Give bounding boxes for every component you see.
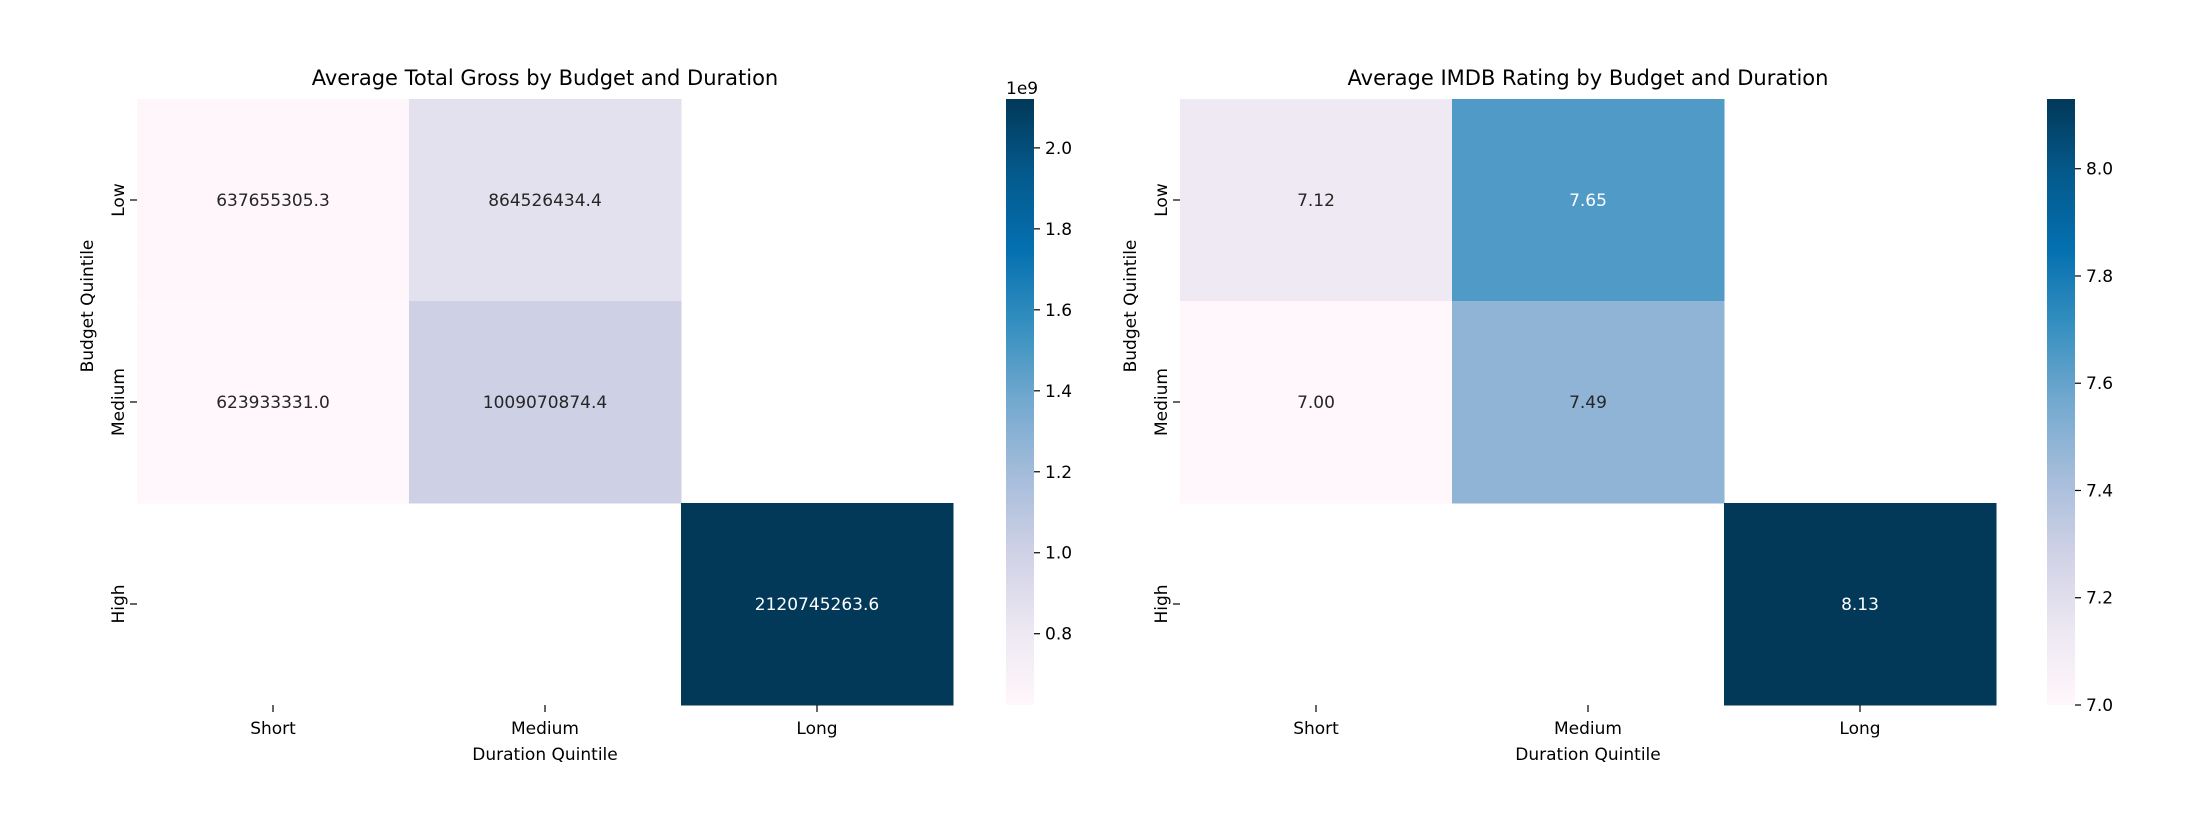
cell-value-label: 7.00 bbox=[1297, 393, 1335, 413]
x-tick-label: Long bbox=[796, 719, 837, 739]
heatmap-cell bbox=[409, 301, 682, 504]
cell-value-label: 7.65 bbox=[1569, 191, 1607, 211]
colorbar-tick-label: 7.4 bbox=[2086, 481, 2113, 501]
colorbar-tick-label: 2.0 bbox=[1045, 139, 1072, 159]
colorbar-tick-label: 1.4 bbox=[1045, 382, 1072, 402]
x-tick-label: Short bbox=[1293, 719, 1339, 739]
cell-value-label: 864526434.4 bbox=[488, 191, 602, 211]
cell-value-label: 637655305.3 bbox=[216, 191, 330, 211]
heatmap-cell bbox=[1724, 503, 1997, 706]
gross-heatmap-panel: 637655305.3 864526434.4 623933331.0 1009070… bbox=[78, 66, 1072, 765]
colorbar-tick-label: 0.8 bbox=[1045, 625, 1072, 645]
colorbar-tick-label: 8.0 bbox=[2086, 160, 2113, 180]
colorbar-offset-label: 1e9 bbox=[1006, 79, 1038, 99]
heatmap-cell bbox=[1452, 301, 1725, 504]
cell-value-label: 7.12 bbox=[1297, 191, 1335, 211]
colorbar-tick-label: 7.8 bbox=[2086, 267, 2113, 287]
x-tick-label: Long bbox=[1839, 719, 1880, 739]
heatmap-cell bbox=[1452, 99, 1725, 302]
y-tick-label: High bbox=[1152, 584, 1172, 623]
x-tick-label: Medium bbox=[511, 719, 579, 739]
heatmap-cell bbox=[137, 301, 410, 504]
cell-value-label: 1009070874.4 bbox=[483, 393, 607, 413]
heatmap-cell bbox=[137, 99, 410, 302]
colorbar-tick-label: 7.0 bbox=[2086, 696, 2113, 716]
colorbar-tick-label: 7.6 bbox=[2086, 374, 2113, 394]
chart-title: Average IMDB Rating by Budget and Durati… bbox=[1348, 66, 1829, 90]
chart-title: Average Total Gross by Budget and Durati… bbox=[312, 66, 779, 90]
y-tick-label: High bbox=[109, 584, 129, 623]
colorbar-tick-label: 1.2 bbox=[1045, 463, 1072, 483]
x-tick-label: Short bbox=[250, 719, 296, 739]
cell-value-label: 623933331.0 bbox=[216, 393, 330, 413]
cell-value-label: 7.49 bbox=[1569, 393, 1607, 413]
x-tick-label: Medium bbox=[1554, 719, 1622, 739]
y-tick-label: Medium bbox=[109, 368, 129, 436]
colorbar-tick-label: 7.2 bbox=[2086, 589, 2113, 609]
y-axis-label: Budget Quintile bbox=[1121, 240, 1141, 373]
colorbar bbox=[1006, 99, 1034, 705]
y-tick-label: Low bbox=[1152, 183, 1172, 217]
x-axis-label: Duration Quintile bbox=[1515, 745, 1660, 765]
colorbar bbox=[2047, 99, 2075, 705]
rating-heatmap-panel: 7.12 7.65 7.00 7.49 8.13 Average IMDB Rating … bbox=[1121, 66, 2113, 765]
y-tick-label: Medium bbox=[1152, 368, 1172, 436]
heatmap-cell bbox=[1180, 99, 1453, 302]
colorbar-tick-label: 1.8 bbox=[1045, 220, 1072, 240]
y-tick-label: Low bbox=[109, 183, 129, 217]
heatmap-cell bbox=[681, 503, 954, 706]
cell-value-label: 8.13 bbox=[1841, 595, 1879, 615]
y-axis-label: Budget Quintile bbox=[78, 240, 98, 373]
cell-value-label: 2120745263.6 bbox=[755, 595, 879, 615]
heatmap-cell bbox=[1180, 301, 1453, 504]
x-axis-label: Duration Quintile bbox=[472, 745, 617, 765]
colorbar-tick-label: 1.0 bbox=[1045, 544, 1072, 564]
heatmap-cell bbox=[409, 99, 682, 302]
colorbar-tick-label: 1.6 bbox=[1045, 301, 1072, 321]
